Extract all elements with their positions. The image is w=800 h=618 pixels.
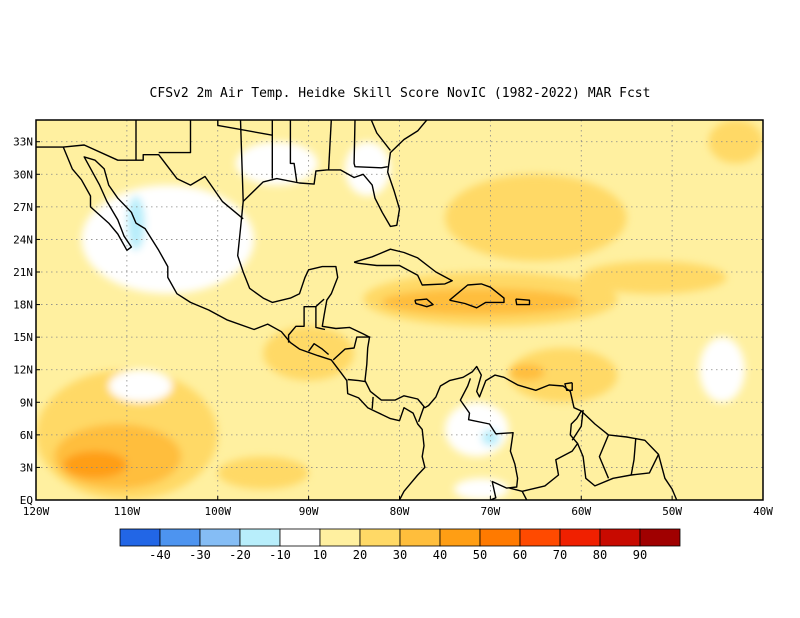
skill-region-8 (508, 348, 618, 403)
colorbar-swatch (559, 528, 601, 547)
lon-tick-label: 40W (753, 505, 773, 518)
coastline-6 (515, 298, 531, 306)
colorbar-label: 10 (313, 548, 327, 562)
colorbar-swatch (239, 528, 281, 547)
skill-region-14 (444, 402, 509, 457)
lat-tick-label: 21N (13, 266, 33, 279)
coastline-16 (287, 298, 325, 343)
coastline-26 (571, 409, 584, 441)
colorbar: -40 -30 -20 -10 10 20 30 40 50 60 70 80 90 (119, 528, 681, 562)
colorbar-swatch (279, 528, 321, 547)
coastline-21 (371, 396, 374, 409)
colorbar-swatch (319, 528, 361, 547)
coastline-18 (308, 343, 330, 356)
lon-tick-label: 100W (205, 505, 232, 518)
coastline-22 (417, 406, 425, 423)
coastline-0 (62, 146, 426, 500)
skill-region-4 (381, 288, 582, 316)
lat-tick-label: 33N (13, 136, 33, 149)
coastline-14 (217, 120, 273, 136)
coastline-20 (347, 378, 367, 383)
coastline-17 (315, 306, 326, 331)
lat-tick-label: EQ (20, 494, 33, 507)
axes: 120W 110W 100W 90W 80W 70W 60W 50W 40W EQ 3N 6N 9N 12… (13, 136, 773, 518)
colorbar-swatch (199, 528, 241, 547)
coastline-4 (449, 283, 505, 309)
lat-tick-label: 18N (13, 299, 33, 312)
colorbar-label: 40 (433, 548, 447, 562)
lat-tick-label: 30N (13, 168, 33, 181)
lon-tick-label: 50W (662, 505, 682, 518)
skill-region-2 (63, 451, 127, 479)
coastline-8 (327, 120, 332, 170)
colorbar-swatch (359, 528, 401, 547)
colorbar-swatch (119, 528, 161, 547)
lat-tick-label: 24N (13, 233, 33, 246)
coastline-7 (289, 120, 298, 183)
coastline-2 (242, 120, 428, 228)
lon-tick-label: 70W (480, 505, 500, 518)
colorbar-swatch (399, 528, 441, 547)
colorbar-label: 90 (633, 548, 647, 562)
skill-region-5 (444, 174, 627, 262)
coastline-10 (370, 120, 391, 151)
colorbar-swatch (439, 528, 481, 547)
coastline-29 (521, 490, 528, 500)
colorbar-label: 50 (473, 548, 487, 562)
skill-region-7 (708, 120, 763, 164)
lat-lon-grid (36, 120, 763, 500)
colorbar-label: 60 (513, 548, 527, 562)
coastline-3 (353, 248, 453, 286)
skill-region-15 (454, 478, 509, 500)
coastline-23 (459, 378, 519, 500)
skill-region-12 (81, 185, 255, 294)
map-title: CFSv2 2m Air Temp. Heidke Skill Score No… (149, 86, 651, 101)
colorbar-swatch (479, 528, 521, 547)
coastline-1 (237, 120, 678, 500)
colorbar-label: 20 (353, 548, 367, 562)
skill-region-6 (581, 261, 727, 294)
lon-tick-label: 110W (114, 505, 141, 518)
coastlines (36, 120, 678, 500)
coastline-28 (630, 438, 637, 476)
coastline-5 (414, 298, 434, 308)
colorbar-swatch (599, 528, 641, 547)
skill-region-18 (108, 369, 173, 403)
coastline-11 (36, 144, 244, 220)
coastline-12 (158, 120, 192, 154)
skill-region-10 (263, 326, 355, 381)
colorbar-label: -30 (189, 548, 211, 562)
colorbar-label: 70 (553, 548, 567, 562)
coastline-19 (332, 336, 371, 361)
lat-tick-label: 6N (20, 429, 33, 442)
colorbar-label: 80 (593, 548, 607, 562)
lon-tick-label: 120W (23, 505, 50, 518)
skill-region-11 (217, 456, 309, 490)
coastline-25 (576, 443, 660, 487)
coastline-24 (509, 410, 582, 492)
skill-region-17 (344, 141, 391, 196)
lat-tick-label: 9N (20, 396, 33, 409)
lat-tick-label: 12N (13, 364, 33, 377)
colorbar-label: -10 (269, 548, 291, 562)
colorbar-swatch (159, 528, 201, 547)
colorbar-label: -20 (229, 548, 251, 562)
colorbar-label: 30 (393, 548, 407, 562)
colorbar-label: -40 (149, 548, 171, 562)
colorbar-swatch (639, 528, 681, 547)
skill-region-20 (481, 429, 500, 446)
skill-region-9 (508, 364, 545, 381)
coastline-30 (564, 382, 573, 391)
lat-tick-label: 3N (20, 461, 33, 474)
lon-tick-label: 90W (299, 505, 319, 518)
coastline-9 (353, 120, 388, 169)
coastline-27 (598, 434, 610, 479)
colorbar-swatch (519, 528, 561, 547)
lon-tick-label: 80W (390, 505, 410, 518)
lat-tick-label: 27N (13, 201, 33, 214)
lat-tick-label: 15N (13, 331, 33, 344)
plot-area (36, 120, 763, 500)
lon-tick-label: 60W (571, 505, 591, 518)
